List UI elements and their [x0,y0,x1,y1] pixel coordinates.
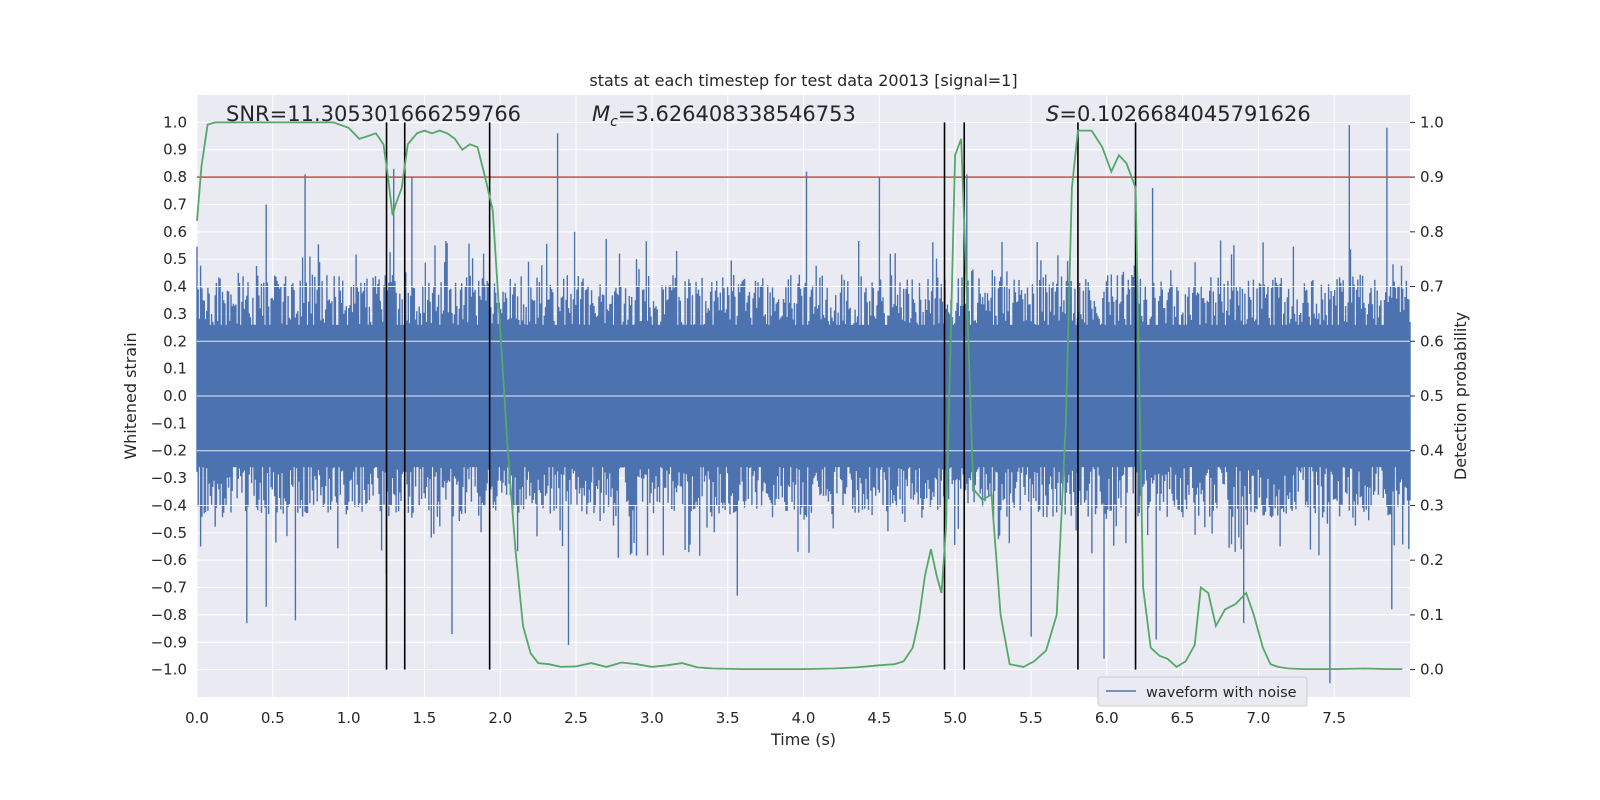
left-y-tick-label: 0.1 [163,360,187,378]
left-y-tick-label: −0.6 [151,551,187,569]
legend-box [1097,676,1308,707]
x-tick-label: 4.0 [792,709,816,727]
left-y-tick-label: −0.2 [151,442,187,460]
x-tick-label: 6.5 [1171,709,1195,727]
x-tick-labels: 0.0 0.5 1.0 1.5 2.0 2.5 3.0 3.5 4.0 4.5 5.0 5.5 6.0 6… [185,709,1346,727]
right-y-tick-label: 0.2 [1420,551,1444,569]
s-value: =0.1026684045791626 [1059,102,1310,126]
right-y-tick-label: 0.5 [1420,387,1444,405]
s-annotation: S=0.1026684045791626 [1046,102,1311,126]
snr-annotation: SNR=11.305301666259766 [226,102,521,126]
right-y-tick-label: 0.3 [1420,496,1444,514]
x-tick-label: 2.5 [564,709,588,727]
x-axis-label: Time (s) [770,730,836,749]
left-y-tick-label: 0.6 [163,223,187,241]
left-y-tick-label: 0.3 [163,305,187,323]
left-y-tick-label: −0.9 [151,633,187,651]
right-y-tick-label: 0.7 [1420,278,1444,296]
x-tick-label: 6.0 [1095,709,1119,727]
right-y-tick-label: 0.8 [1420,223,1444,241]
right-y-tick-labels: 0.0 0.1 0.2 0.3 0.4 0.5 0.6 0.7 0.8 0.9 1.0 [1410,113,1444,679]
right-y-tick-label: 1.0 [1420,113,1444,131]
left-y-tick-label: 0.8 [163,168,187,186]
detection-probability-series [196,121,1403,670]
waveform-series [196,125,1411,684]
left-y-tick-label: 0.0 [163,387,187,405]
x-tick-label: 7.0 [1246,709,1270,727]
detection-probability-line [196,121,1403,670]
x-tick-label: 2.0 [488,709,512,727]
left-y-tick-label: −0.4 [151,496,187,514]
x-tick-label: 0.5 [261,709,285,727]
x-tick-label: 1.5 [413,709,437,727]
right-y-tick-label: 0.6 [1420,332,1444,350]
left-y-tick-label: −0.1 [151,414,187,432]
left-y-tick-label: 0.4 [163,278,187,296]
right-y-tick-label: 0.4 [1420,442,1444,460]
x-tick-label: 5.5 [1019,709,1043,727]
right-y-tick-label: 0.1 [1420,606,1444,624]
legend: waveform with noise [1097,676,1308,707]
left-y-tick-label: −0.7 [151,579,187,597]
x-tick-label: 0.0 [185,709,209,727]
mc-value: =3.626408338546753 [618,102,856,126]
left-y-tick-label: −0.5 [151,524,187,542]
right-y-tick-label: 0.9 [1420,168,1444,186]
left-y-axis-label: Whitened strain [121,332,140,459]
x-tick-label: 4.5 [867,709,891,727]
x-tick-label: 1.0 [337,709,361,727]
left-y-tick-label: 0.2 [163,332,187,350]
s-symbol: S [1046,102,1059,126]
x-tick-label: 7.5 [1322,709,1346,727]
x-tick-label: 3.0 [640,709,664,727]
left-y-tick-label: 0.5 [163,250,187,268]
mc-symbol: M [592,102,610,126]
x-tick-label: 3.5 [716,709,740,727]
left-y-tick-label: −0.3 [151,469,187,487]
mc-subscript: c [610,114,618,130]
chart-title: stats at each timestep for test data 200… [589,71,1017,90]
left-y-tick-label: −0.8 [151,606,187,624]
right-y-axis-label: Detection probability [1451,312,1470,480]
legend-label: waveform with noise [1146,685,1297,701]
left-y-tick-label: 1.0 [163,113,187,131]
chirp-mass-annotation: Mc=3.626408338546753 [592,102,856,130]
left-y-tick-label: 0.7 [163,195,187,213]
x-tick-label: 5.0 [943,709,967,727]
left-y-tick-label: 0.9 [163,141,187,159]
left-y-tick-labels: 1.0 0.9 0.8 0.7 0.6 0.5 0.4 0.3 0.2 0.1 0.0 −0.1 −0.… [151,113,187,678]
left-y-tick-label: −1.0 [151,661,187,679]
right-y-tick-label: 0.0 [1420,661,1444,679]
